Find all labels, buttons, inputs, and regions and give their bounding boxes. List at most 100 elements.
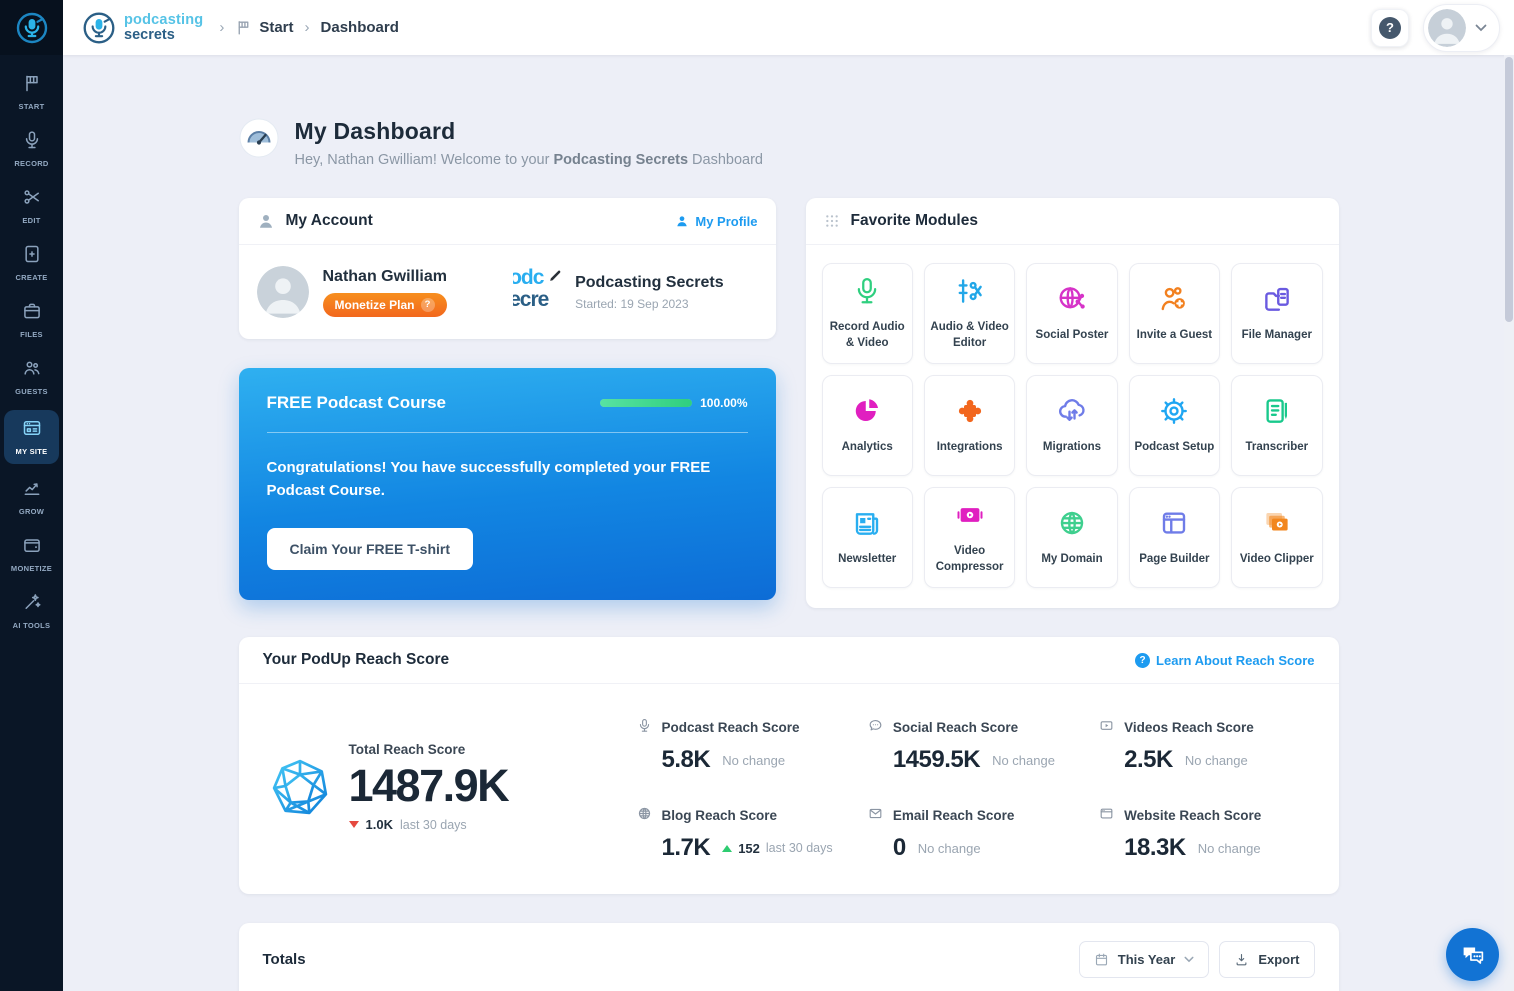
sidebar-item-edit[interactable]: EDIT	[4, 182, 59, 230]
pie-icon	[852, 396, 882, 431]
course-card: FREE Podcast Course 100.00% Congratulati…	[238, 368, 776, 600]
grid-dots-icon	[825, 215, 838, 227]
export-button[interactable]: Export	[1219, 941, 1315, 978]
module-tile-label: Integrations	[936, 440, 1003, 453]
learn-about-reach-score-link[interactable]: ? Learn About Reach Score	[1135, 652, 1315, 668]
module-tile-video-compressor[interactable]: Video Compressor	[923, 487, 1016, 588]
reach-metric-email-reach-score: Email Reach Score 0 No change	[868, 806, 1081, 862]
module-tile-label: Newsletter	[838, 552, 897, 565]
edit-pencil-icon[interactable]	[548, 268, 563, 288]
show-logo-thumbnail[interactable]: odc ecre	[513, 268, 565, 316]
chat-widget-button[interactable]	[1446, 928, 1499, 981]
sidebar-nav: START RECORD EDIT CREATE FILES GUESTS MY SITE G…	[0, 68, 63, 635]
reach-metric-blog-reach-score: Blog Reach Score 1.7K 152 last 30 days	[637, 806, 850, 862]
podcast-logo-icon	[83, 12, 115, 43]
claim-tshirt-button[interactable]: Claim Your FREE T-shirt	[266, 527, 474, 570]
module-tile-file-manager[interactable]: File Manager	[1231, 263, 1323, 364]
module-tile-label: Social Poster	[1035, 328, 1109, 341]
flag-icon	[238, 21, 249, 35]
sidebar-item-my-site[interactable]: MY SITE	[4, 410, 59, 464]
module-tile-integrations[interactable]: Integrations	[923, 375, 1016, 476]
favorite-modules-card: Favorite Modules Record Audio & Video Aud…	[805, 198, 1339, 608]
module-tile-video-clipper[interactable]: Video Clipper	[1231, 487, 1323, 588]
plan-badge[interactable]: Monetize Plan ?	[322, 292, 447, 317]
reach-score-title: Your PodUp Reach Score	[262, 651, 450, 668]
sidebar-item-monetize[interactable]: MONETIZE	[4, 530, 59, 578]
breadcrumb-start[interactable]: Start	[235, 19, 294, 36]
flag-icon	[22, 73, 42, 98]
sidebar-item-record[interactable]: RECORD	[4, 125, 59, 173]
metric-label: Email Reach Score	[892, 807, 1015, 823]
help-button[interactable]: ?	[1371, 8, 1409, 47]
sidebar-item-label: FILES	[20, 330, 43, 339]
layout-icon	[1159, 508, 1189, 543]
totals-title: Totals	[262, 951, 306, 968]
date-filter-dropdown[interactable]: This Year	[1078, 941, 1210, 978]
sidebar-item-grow[interactable]: GROW	[4, 473, 59, 521]
my-account-title: My Account	[257, 212, 373, 230]
module-tile-label: File Manager	[1241, 328, 1312, 341]
brand-word-top: podcasting	[124, 11, 204, 28]
reach-metrics-grid: Podcast Reach Score 5.8K No change Social R…	[637, 712, 1313, 862]
module-tile-podcast-setup[interactable]: Podcast Setup	[1128, 375, 1221, 476]
globe-icon	[1057, 508, 1087, 543]
metric-change: No change	[722, 752, 786, 768]
reach-metric-website-reach-score: Website Reach Score 18.3K No change	[1099, 806, 1312, 862]
header-brand-logo[interactable]: podcasting secrets	[81, 10, 203, 46]
dashboard-header: My Dashboard Hey, Nathan Gwilliam! Welco…	[239, 118, 1339, 168]
sidebar-item-files[interactable]: FILES	[4, 296, 59, 344]
breadcrumb-dashboard[interactable]: Dashboard	[321, 19, 399, 36]
module-tile-migrations[interactable]: Migrations	[1026, 375, 1118, 476]
breadcrumb-separator: ›	[219, 19, 225, 36]
totals-card: Totals This Year Export PodcastsDeta	[238, 923, 1339, 991]
sidebar-item-label: MONETIZE	[10, 564, 53, 573]
sidebar-item-label: AI TOOLS	[12, 621, 51, 630]
sidebar-item-label: START	[18, 102, 45, 111]
user-menu[interactable]	[1423, 3, 1500, 52]
module-tile-page-builder[interactable]: Page Builder	[1128, 487, 1221, 588]
sidebar-item-create[interactable]: CREATE	[4, 239, 59, 287]
module-tile-transcriber[interactable]: Transcriber	[1231, 375, 1323, 476]
newspaper-icon	[852, 508, 882, 543]
aitools-icon	[22, 592, 42, 617]
module-tile-invite-a-guest[interactable]: Invite a Guest	[1128, 263, 1221, 364]
my-account-card: My Account My Profile	[238, 198, 776, 339]
metric-label: Blog Reach Score	[661, 807, 778, 823]
arrow-up-icon	[722, 844, 733, 852]
chat-icon	[868, 718, 883, 736]
brand-logo-icon[interactable]	[0, 0, 63, 55]
divider	[266, 432, 748, 433]
module-tile-record-audio-video[interactable]: Record Audio & Video	[821, 263, 913, 364]
sidebar-item-start[interactable]: START	[4, 68, 59, 116]
scrollbar-thumb[interactable]	[1505, 57, 1513, 322]
module-tile-label: Video Compressor	[935, 544, 1004, 573]
reach-metric-social-reach-score: Social Reach Score 1459.5K No change	[868, 718, 1081, 774]
gauge-icon	[239, 118, 278, 158]
module-tile-audio-video-editor[interactable]: Audio & Video Editor	[923, 263, 1016, 364]
reach-score-icon	[272, 759, 327, 815]
chevron-down-icon	[1475, 24, 1487, 31]
module-tile-my-domain[interactable]: My Domain	[1026, 487, 1118, 588]
favorite-modules-title: Favorite Modules	[824, 212, 978, 230]
module-tile-social-poster[interactable]: Social Poster	[1026, 263, 1118, 364]
module-tile-label: Podcast Setup	[1134, 440, 1215, 453]
sidebar-item-ai-tools[interactable]: AI TOOLS	[4, 587, 59, 635]
course-title: FREE Podcast Course	[266, 393, 447, 412]
arrow-down-icon	[348, 821, 359, 828]
sidebar: START RECORD EDIT CREATE FILES GUESTS MY SITE G…	[0, 0, 63, 991]
metric-label: Videos Reach Score	[1124, 719, 1254, 735]
sidebar-item-guests[interactable]: GUESTS	[4, 353, 59, 401]
user-name: Nathan Gwilliam	[322, 267, 447, 285]
module-tile-label: Record Audio & Video	[829, 320, 905, 349]
my-profile-link[interactable]: My Profile	[675, 214, 758, 229]
module-tile-label: Page Builder	[1139, 552, 1210, 565]
module-tile-newsletter[interactable]: Newsletter	[821, 487, 913, 588]
module-tile-analytics[interactable]: Analytics	[821, 375, 913, 476]
av-editor-icon	[955, 276, 985, 311]
metric-change: No change	[917, 840, 981, 856]
scrollbar-track[interactable]	[1504, 55, 1514, 991]
breadcrumb-start-label: Start	[259, 19, 294, 36]
metric-value: 18.3K	[1124, 834, 1186, 861]
sidebar-item-label: GROW	[18, 507, 45, 516]
